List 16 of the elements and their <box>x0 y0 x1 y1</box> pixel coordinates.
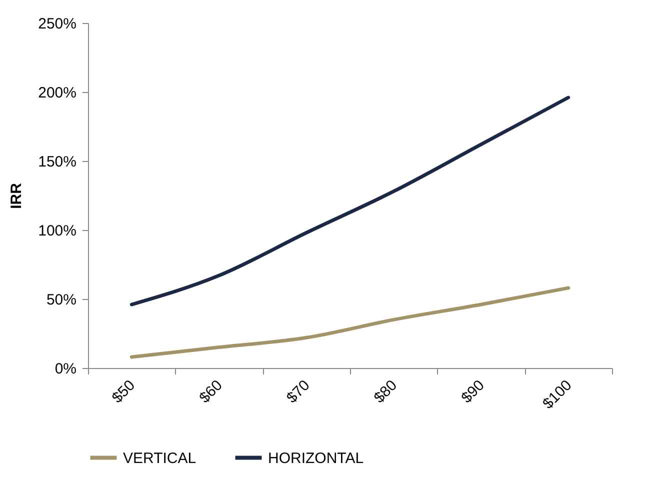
line-series <box>130 96 570 306</box>
x-tick-label: $80 <box>370 376 401 407</box>
y-tick-label: 100% <box>38 222 76 240</box>
x-tick-label: $50 <box>108 376 139 407</box>
legend-label: HORIZONTAL <box>268 450 364 467</box>
y-axis-title: IRR <box>8 182 26 209</box>
y-tick-label: 250% <box>38 16 76 32</box>
y-tick-label: 150% <box>38 154 76 170</box>
y-tick-label: 0% <box>54 360 76 378</box>
x-tick-label: $60 <box>196 376 226 407</box>
x-tick-label: $70 <box>283 376 314 407</box>
y-tick-label: 50% <box>46 292 76 308</box>
x-tick-label: $90 <box>458 376 488 407</box>
line-series <box>130 286 570 359</box>
legend-label: VERTICAL <box>123 450 196 467</box>
y-tick-label: 200% <box>38 84 76 102</box>
